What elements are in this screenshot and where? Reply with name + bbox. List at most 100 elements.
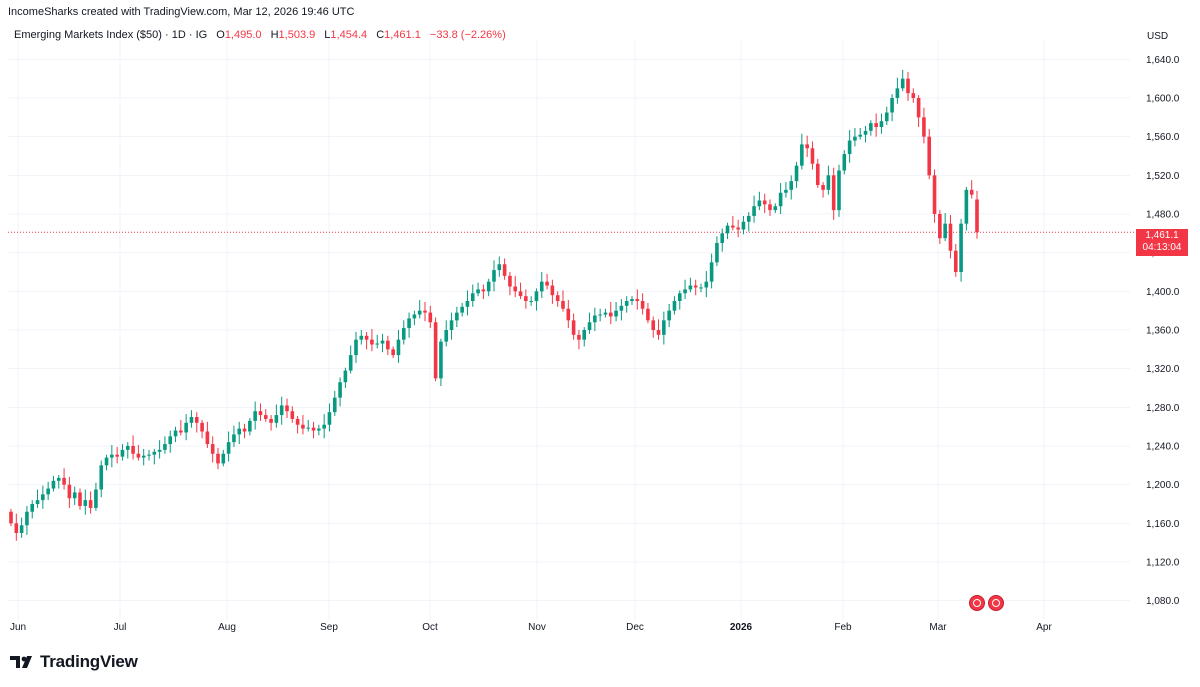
candle-body	[152, 451, 157, 455]
candle	[136, 445, 141, 461]
candle-body	[900, 78, 905, 89]
candle-body	[364, 335, 369, 340]
candle-body	[598, 314, 602, 316]
candle-body	[837, 170, 841, 211]
candle-body	[423, 310, 427, 313]
candle-body	[757, 200, 762, 207]
candle-body	[975, 199, 979, 233]
candle-body	[327, 412, 332, 425]
candle	[407, 312, 411, 338]
candle-body	[693, 285, 698, 288]
candle	[88, 491, 93, 514]
candle	[115, 446, 119, 464]
candle	[709, 253, 714, 289]
symbol-title[interactable]: Emerging Markets Index ($50) · 1D · IG	[14, 29, 208, 41]
candle	[858, 127, 863, 140]
candle	[428, 305, 433, 329]
candle-body	[577, 334, 581, 340]
candle-body	[444, 330, 449, 342]
chart-credit: IncomeSharks created with TradingView.co…	[8, 6, 355, 18]
candles	[9, 69, 979, 541]
candle-body	[752, 206, 756, 216]
candle	[444, 320, 449, 347]
candle	[189, 410, 194, 428]
candle-body	[953, 250, 958, 272]
time-tick-label: Feb	[834, 622, 852, 633]
candle-body	[226, 442, 231, 454]
candle	[624, 296, 629, 313]
candle-body	[672, 301, 677, 311]
candle-body	[125, 446, 130, 450]
candle-body	[401, 328, 406, 340]
time-tick-label: Jun	[10, 622, 26, 633]
candle	[582, 327, 587, 347]
candle	[916, 95, 921, 127]
candle-body	[19, 525, 24, 533]
candle	[847, 129, 852, 163]
candle	[688, 277, 693, 293]
time-tick-label: Jul	[114, 622, 127, 633]
candle	[338, 377, 342, 407]
price-tick-label: 1,280.0	[1146, 403, 1180, 414]
time-tick-label: 2026	[730, 622, 753, 633]
candle	[497, 256, 502, 277]
candle-body	[911, 93, 916, 98]
candle-body	[539, 281, 544, 292]
candle-body	[513, 286, 518, 292]
candle-body	[571, 320, 576, 335]
price-tick-label: 1,240.0	[1146, 442, 1180, 453]
candle	[794, 161, 799, 188]
candle-body	[805, 144, 809, 149]
candle	[439, 338, 443, 387]
candle	[269, 415, 273, 431]
candle-body	[810, 148, 815, 164]
candle	[194, 412, 199, 433]
candle	[301, 415, 305, 435]
tradingview-logo[interactable]: TradingView	[10, 652, 138, 672]
candle	[561, 290, 565, 312]
candle	[423, 301, 427, 322]
last-price-value: 1,461.1	[1145, 230, 1179, 241]
candle	[539, 272, 544, 299]
candle-body	[317, 428, 321, 431]
candle-body	[778, 192, 783, 207]
candle-body	[603, 312, 608, 315]
high-value: 1,503.9	[278, 29, 316, 41]
candle	[41, 485, 45, 509]
candle-body	[762, 200, 767, 205]
candle-body	[412, 314, 417, 319]
candle	[593, 307, 597, 331]
candle-body	[141, 455, 146, 458]
candle-body	[343, 370, 348, 383]
price-tick-label: 1,520.0	[1146, 171, 1180, 182]
candle	[83, 489, 88, 515]
candle-body	[83, 500, 88, 506]
candle	[348, 345, 353, 374]
candle	[401, 320, 406, 345]
change-value: −33.8 (−2.26%)	[429, 29, 506, 41]
candle	[290, 406, 295, 423]
candle	[492, 260, 496, 292]
candle	[715, 236, 719, 267]
candle	[826, 165, 831, 195]
candle	[975, 190, 979, 239]
tradingview-logo-icon	[10, 654, 36, 670]
currency-label[interactable]: USD	[1147, 31, 1169, 42]
candle	[370, 329, 374, 352]
candle	[577, 330, 581, 350]
candle	[853, 127, 857, 147]
candle-body	[853, 136, 857, 141]
candle	[651, 316, 656, 338]
us-flag-event-icon[interactable]	[988, 595, 1004, 611]
us-flag-event-icon[interactable]	[969, 595, 985, 611]
candle-body	[858, 134, 863, 137]
candle	[815, 158, 820, 188]
price-tick-label: 1,120.0	[1146, 558, 1180, 569]
candle	[566, 300, 571, 329]
candle-body	[550, 285, 555, 296]
candle	[662, 311, 666, 345]
candle-body	[67, 484, 72, 499]
candle-body	[391, 349, 395, 356]
candle	[677, 290, 682, 310]
